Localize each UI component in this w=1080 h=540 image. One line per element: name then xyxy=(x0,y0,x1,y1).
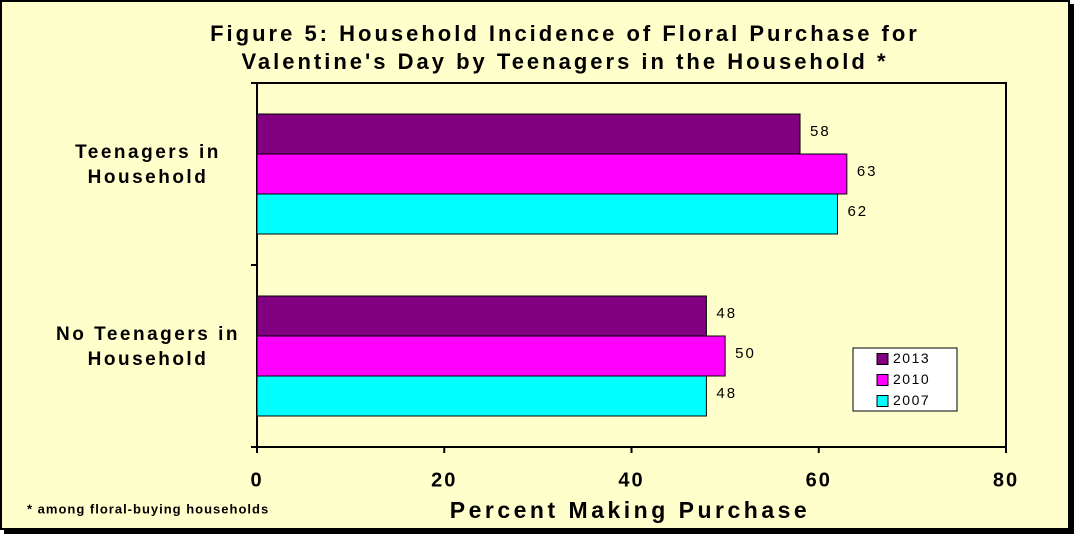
legend-swatch xyxy=(876,374,889,386)
data-label: 48 xyxy=(716,385,737,402)
x-tick-label: 0 xyxy=(250,469,263,491)
legend-label: 2010 xyxy=(893,371,930,387)
bar xyxy=(256,113,801,155)
legend-swatch xyxy=(876,395,889,407)
data-label: 50 xyxy=(735,345,756,362)
data-label: 48 xyxy=(716,305,737,322)
chart-title: Valentine's Day by Teenagers in the Hous… xyxy=(241,49,888,74)
legend-label: 2013 xyxy=(893,350,930,366)
legend-swatch xyxy=(876,353,889,365)
x-tick-label: 80 xyxy=(993,469,1019,491)
x-tick-label: 20 xyxy=(431,469,457,491)
legend-box xyxy=(852,347,958,412)
y-tick-label: No Teenagers in Household xyxy=(56,324,240,370)
data-label: 58 xyxy=(810,123,831,140)
bar xyxy=(256,295,707,337)
bar xyxy=(256,153,848,195)
bar xyxy=(256,335,726,377)
legend-label: 2007 xyxy=(893,392,930,408)
chart-title: Figure 5: Household Incidence of Floral … xyxy=(210,21,920,46)
x-tick-label: 40 xyxy=(618,469,644,491)
y-tick-label: Teenagers in Household xyxy=(75,142,221,188)
x-tick-label: 60 xyxy=(806,469,832,491)
data-label: 62 xyxy=(847,203,868,220)
bar xyxy=(256,193,838,235)
bar xyxy=(256,375,707,417)
data-label: 63 xyxy=(857,163,878,180)
x-axis-title: Percent Making Purchase xyxy=(450,497,810,523)
footnote: * among floral-buying households xyxy=(27,501,269,516)
